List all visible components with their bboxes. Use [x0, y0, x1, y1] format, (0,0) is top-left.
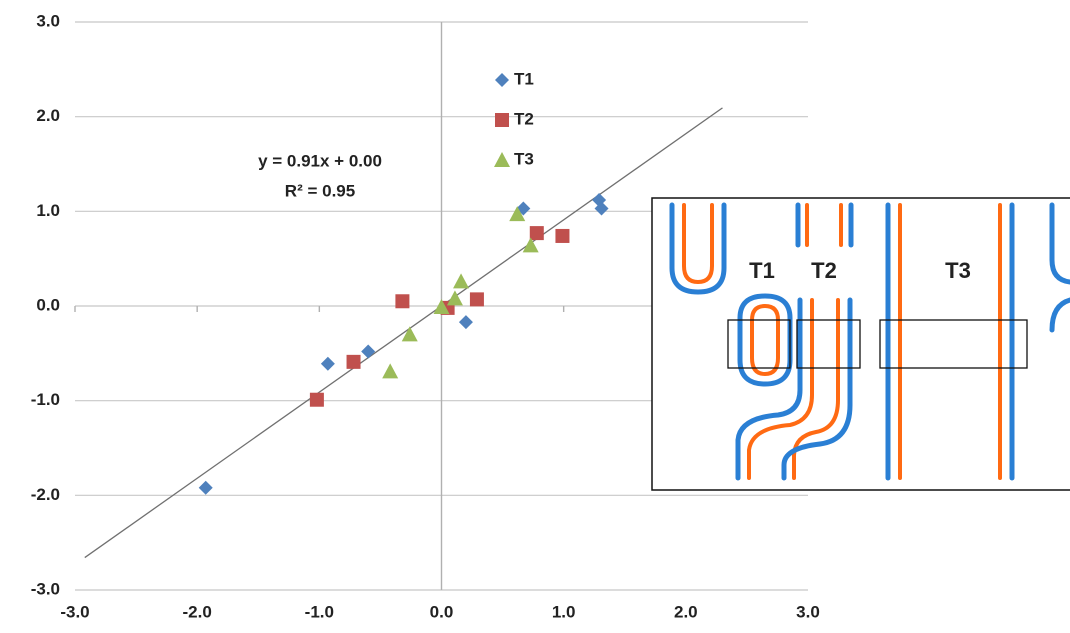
point — [361, 344, 376, 359]
inset-label: T3 — [945, 258, 971, 283]
x-tick-label: 2.0 — [674, 602, 698, 621]
legend-marker — [495, 113, 509, 127]
point — [529, 226, 544, 241]
legend-marker — [494, 152, 510, 167]
point — [458, 315, 473, 330]
point — [522, 237, 539, 253]
inset-label: T1 — [749, 258, 775, 283]
x-tick-label: 3.0 — [796, 602, 820, 621]
point — [401, 326, 418, 342]
point — [453, 273, 470, 289]
y-tick-label: 1.0 — [36, 201, 60, 220]
inset-label: T2 — [811, 258, 837, 283]
trendline-equation: y = 0.91x + 0.00 — [258, 151, 382, 170]
y-tick-label: 3.0 — [36, 11, 60, 30]
point — [198, 480, 213, 495]
y-tick-label: 2.0 — [36, 106, 60, 125]
inset-box — [879, 319, 1028, 369]
x-tick-label: -2.0 — [183, 602, 212, 621]
point — [555, 228, 570, 243]
point — [395, 294, 410, 309]
legend-marker — [495, 73, 509, 87]
legend-label: T2 — [514, 109, 534, 128]
legend-label: T3 — [514, 149, 534, 168]
plot-area: -3.0 -2.0 -1.0 0.0 1.0 2.0 3.0 -3.0 -2.0 -1.0 0.0 1… — [31, 11, 820, 621]
x-tick-label: 0.0 — [430, 602, 454, 621]
y-tick-label: -3.0 — [31, 579, 60, 598]
y-tick-label: -1.0 — [31, 390, 60, 409]
x-tick-label: 1.0 — [552, 602, 576, 621]
inset-diagram: T1 T2 T3 — [651, 197, 1070, 491]
legend-label: T1 — [514, 69, 534, 88]
trendline-r2: R² = 0.95 — [285, 181, 355, 200]
point — [309, 392, 324, 407]
inset-traces — [669, 202, 1070, 481]
x-tick-label: -1.0 — [305, 602, 334, 621]
y-tick-label: -2.0 — [31, 485, 60, 504]
inset-box — [796, 319, 861, 369]
point — [594, 201, 609, 216]
point — [446, 290, 463, 306]
inset-frame — [651, 197, 1070, 491]
x-tick-label: -3.0 — [60, 602, 89, 621]
point — [509, 206, 526, 222]
point — [346, 354, 361, 369]
y-tick-label: 0.0 — [36, 295, 60, 314]
inset-box — [727, 319, 791, 369]
point — [433, 298, 450, 314]
point — [382, 363, 399, 379]
trendline — [84, 107, 723, 559]
point — [469, 292, 484, 307]
point — [320, 356, 335, 371]
